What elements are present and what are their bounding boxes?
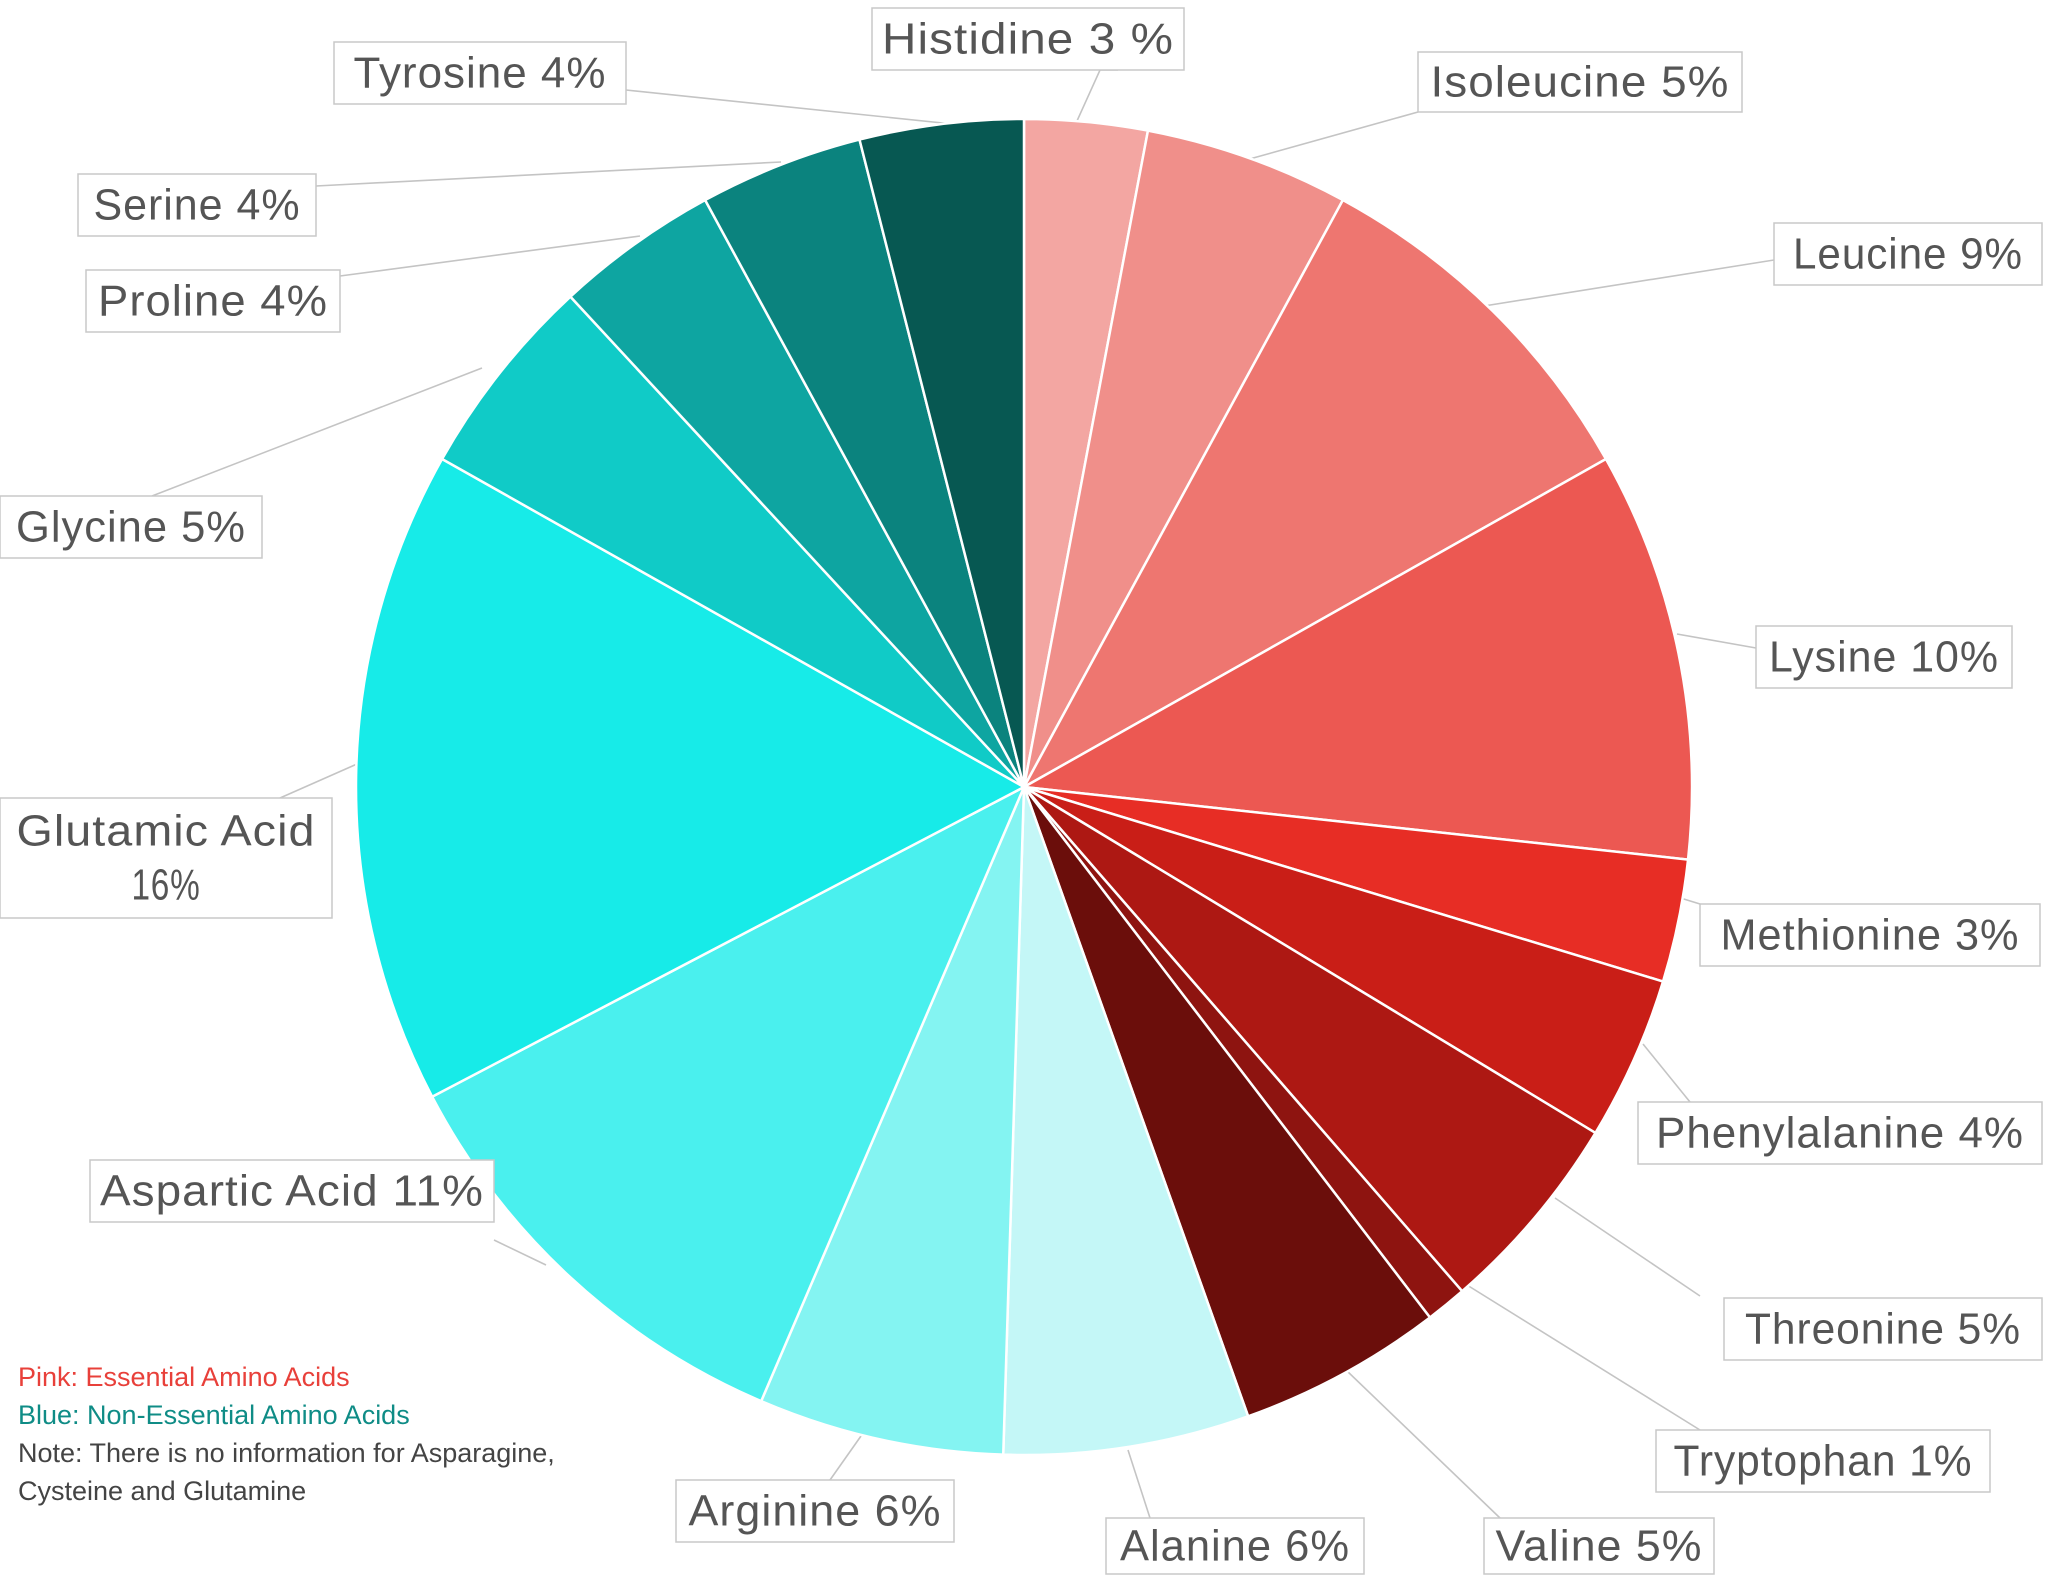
pie-slice-isoleucine [1022, 129, 1345, 788]
legend-notes: Pink: Essential Amino Acids Blue: Non-Es… [18, 1358, 555, 1510]
slice-label-box [675, 1479, 955, 1543]
leader-line-lysine [1676, 633, 1757, 649]
slice-label-box [871, 7, 1185, 71]
slice-label-box [89, 1159, 495, 1223]
slice-label-text: Glutamic Acid [17, 807, 316, 856]
pie-slice-arginine [759, 786, 1026, 1456]
slice-label-aspartic-acid: Aspartic Acid 11% [89, 1159, 495, 1223]
slice-label-box [1755, 625, 2013, 689]
legend-non-essential-prefix: Blue: [18, 1400, 88, 1430]
slice-label-text: Isoleucine 5% [1431, 58, 1730, 107]
slice-label-text: 16% [132, 861, 201, 910]
slice-label-text: Tryptophan 1% [1674, 1437, 1973, 1486]
slice-label-box [0, 797, 333, 919]
slice-label-text: Tyrosine 4% [354, 49, 607, 98]
slice-label-glutamic-acid: Glutamic Acid 16% [0, 797, 333, 919]
slice-label-box [1699, 903, 2041, 967]
leader-line-glycine [151, 367, 483, 497]
slice-label-phenylalanine: Phenylalanine 4% [1637, 1101, 2043, 1165]
slice-label-box [1417, 51, 1743, 113]
slice-label-text: Arginine 6% [689, 1487, 942, 1536]
slice-label-text: Glycine 5% [16, 503, 246, 552]
slice-label-methionine: Methionine 3% [1699, 903, 2041, 967]
slice-label-arginine: Arginine 6% [675, 1479, 955, 1543]
leader-line-glutamic-acid [279, 763, 358, 799]
legend-essential-prefix: Pink: [18, 1362, 86, 1392]
slice-label-text: Proline 4% [98, 277, 328, 326]
pie-slice-threonine [1023, 785, 1598, 1293]
slice-label-text: Phenylalanine 4% [1656, 1109, 2024, 1158]
note-line-1: Note: There is no information for Aspara… [18, 1438, 555, 1468]
slice-label-lysine: Lysine 10% [1755, 625, 2013, 689]
leader-line-alanine [1127, 1449, 1151, 1519]
slice-label-isoleucine: Isoleucine 5% [1417, 51, 1743, 113]
leader-lines [151, 69, 1775, 1519]
note-line-2: Cysteine and Glutamine [18, 1476, 307, 1506]
slice-label-proline: Proline 4% [85, 269, 341, 333]
leader-line-proline [339, 235, 641, 277]
legend-non-essential-text-a: Non-Essential [87, 1400, 256, 1430]
pie-slice-lysine [1019, 457, 1694, 861]
slice-label-tyrosine: Tyrosine 4% [333, 41, 627, 105]
slice-labels: Histidine 3 % Isoleucine 5% Leucine 9% Lysi… [0, 7, 2043, 1575]
pie-slice-aspartic-acid [430, 784, 1027, 1403]
pie-slices [354, 117, 1694, 1457]
slice-label-box [0, 495, 263, 559]
slice-label-box [77, 173, 317, 237]
legend-non-essential: Blue: Non-Essential Amino Acids [18, 1396, 555, 1434]
leader-line-phenylalanine [1642, 1043, 1691, 1103]
leader-line-leucine [1483, 259, 1775, 307]
legend-essential: Pink: Essential Amino Acids [18, 1358, 555, 1396]
leader-line-aspartic-acid [493, 1239, 547, 1266]
pie-slice-tyrosine [857, 117, 1026, 788]
slice-label-text: Lysine 10% [1769, 633, 1999, 682]
leader-line-arginine [829, 1435, 862, 1481]
legend-non-essential-text-b: Amino Acids [255, 1400, 410, 1430]
slice-label-histidine: Histidine 3 % [871, 7, 1185, 71]
leader-line-tryptophan [1466, 1284, 1701, 1431]
slice-label-text: Threonine 5% [1745, 1305, 2021, 1354]
slice-label-box [1723, 1297, 2043, 1361]
slice-label-box [1655, 1429, 1991, 1493]
pie-slice-leucine [1020, 198, 1608, 791]
pie-slice-alanine [1001, 786, 1250, 1457]
pie-slice-glycine [440, 294, 1025, 789]
slice-label-box [1483, 1517, 1715, 1575]
legend-essential-text: Essential Amino Acids [85, 1362, 350, 1392]
slice-label-tryptophan: Tryptophan 1% [1655, 1429, 1991, 1493]
leader-line-isoleucine [1245, 111, 1419, 161]
leader-line-tyrosine [625, 89, 963, 126]
slice-label-text: Serine 4% [94, 181, 301, 230]
slice-label-leucine: Leucine 9% [1773, 222, 2043, 286]
slice-label-alanine: Alanine 6% [1105, 1517, 1365, 1575]
slice-label-threonine: Threonine 5% [1723, 1297, 2043, 1361]
slice-label-text: Alanine 6% [1120, 1522, 1350, 1571]
slice-label-box [1105, 1517, 1365, 1575]
leader-line-threonine [1554, 1197, 1701, 1297]
slice-label-glycine: Glycine 5% [0, 495, 263, 559]
slice-label-box [333, 41, 627, 105]
slice-label-box [1637, 1101, 2043, 1165]
pie-slice-valine [1022, 786, 1432, 1418]
slice-label-serine: Serine 4% [77, 173, 317, 237]
slice-label-text: Aspartic Acid 11% [100, 1167, 484, 1216]
pie-slice-glutamic-acid [354, 457, 1027, 1099]
slice-label-box [85, 269, 341, 333]
leader-line-serine [315, 161, 782, 187]
slice-label-text: Valine 5% [1496, 1522, 1703, 1571]
slice-label-text: Methionine 3% [1721, 911, 2020, 960]
slice-label-text: Histidine 3 % [882, 15, 1174, 64]
slice-label-valine: Valine 5% [1483, 1517, 1715, 1575]
leader-line-valine [1345, 1369, 1501, 1519]
slice-label-box [1773, 222, 2043, 286]
slice-label-text: Leucine 9% [1793, 230, 2023, 279]
